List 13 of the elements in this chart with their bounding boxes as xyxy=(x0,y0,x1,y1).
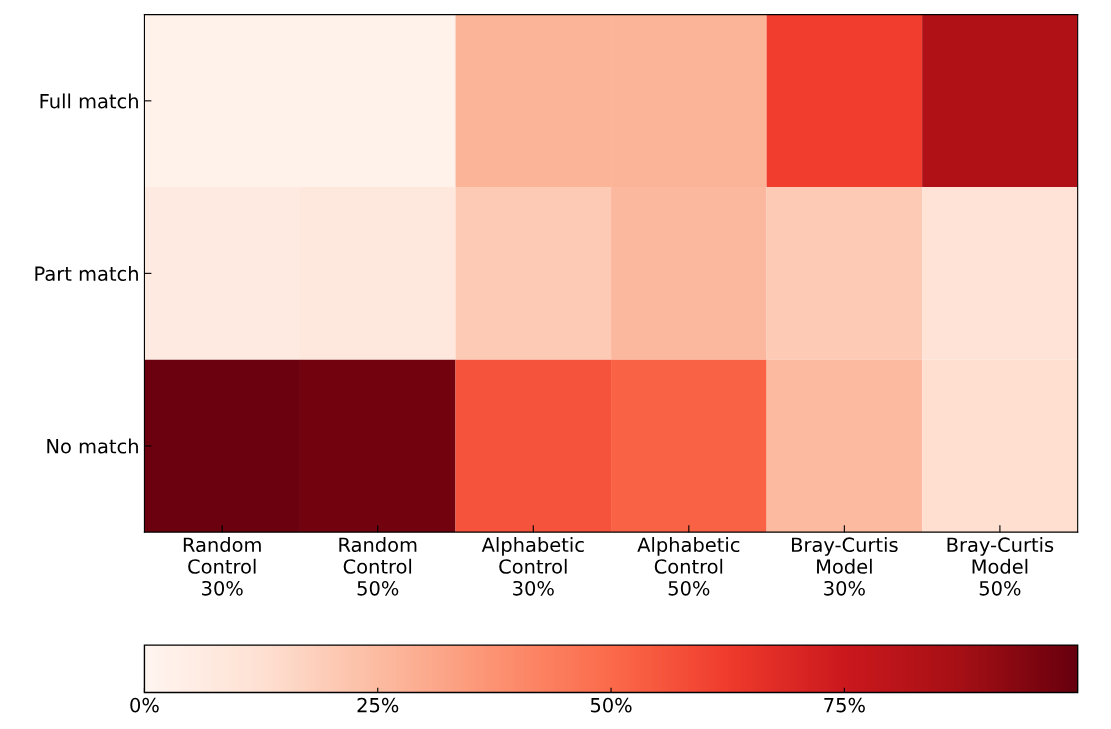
color-bar-label: 50% xyxy=(590,697,632,713)
color-bar-label: 25% xyxy=(357,697,399,713)
x-tick-label: Random Control 50% xyxy=(339,537,417,596)
x-tick-label: Random Control 30% xyxy=(183,537,261,596)
x-tick-label: Bray-Curtis Model 30% xyxy=(792,537,898,596)
x-tick-label: Bray-Curtis Model 50% xyxy=(947,537,1054,596)
color-bar-label: 0% xyxy=(130,697,159,713)
color-bar-label: 75% xyxy=(824,697,865,713)
x-tick-label: Alphabetic Control 30% xyxy=(481,537,584,596)
y-tick-label: Full match xyxy=(40,93,138,109)
x-tick-label: Alphabetic Control 50% xyxy=(637,537,740,596)
y-tick-label: No match xyxy=(47,438,138,454)
y-tick-label: Part match xyxy=(35,265,138,282)
